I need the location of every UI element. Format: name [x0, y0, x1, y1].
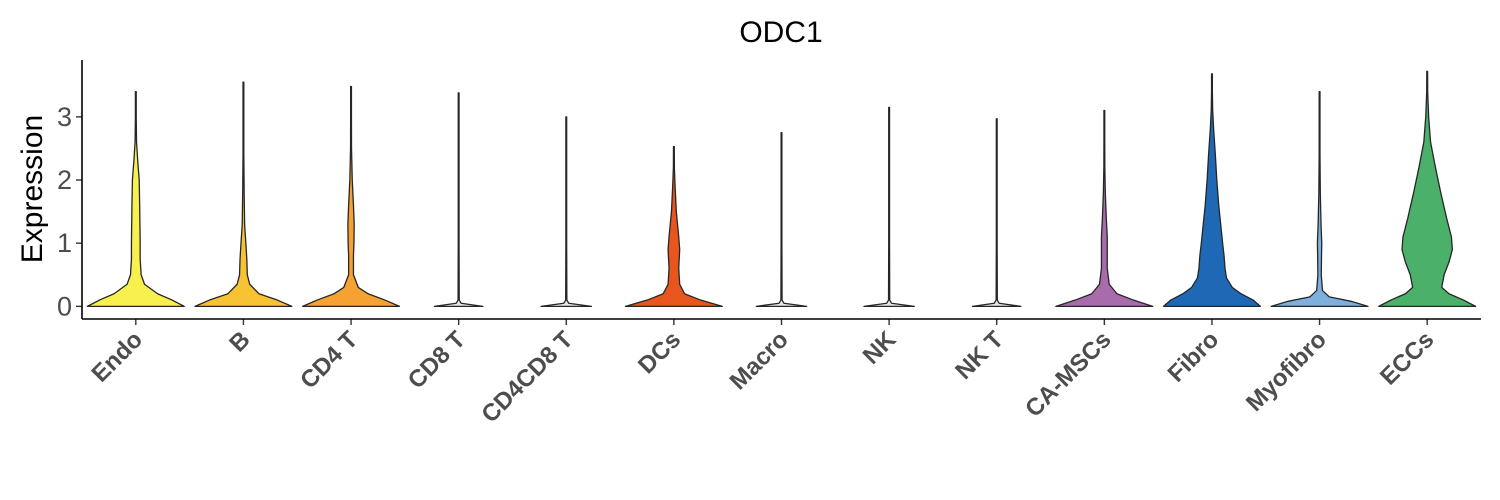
violin-dcs [624, 145, 723, 308]
violin-endo [86, 90, 185, 308]
x-tick-label-nk-t: NK T [950, 326, 1009, 385]
violin-group [86, 70, 1477, 308]
x-tick-label-nk: NK [858, 326, 902, 370]
violin-fibro [1162, 73, 1262, 308]
violin-myofibro [1270, 90, 1369, 308]
x-tick-label-dcs: DCs [633, 326, 686, 379]
y-tick-label: 3 [57, 102, 72, 132]
x-axis-ticks: Endo B CD4 T CD8 T CD4CD8 T DCs Macro NK NK T CA-… [87, 319, 1439, 428]
violin-cd8-t [433, 92, 484, 308]
x-tick-label-cd4-t: CD4 T [295, 326, 363, 394]
x-tick-label-cd8-t: CD8 T [403, 326, 471, 394]
x-tick-label-b: B [224, 326, 255, 357]
x-tick-label-macro: Macro [725, 326, 794, 395]
x-tick-label-eccs: ECCs [1375, 326, 1439, 390]
violin-macro [755, 132, 808, 308]
violin-nk-t [971, 118, 1022, 308]
x-tick-label-endo: Endo [87, 326, 149, 388]
x-tick-label-ca-mscs: CA-MSCs [1020, 326, 1116, 422]
chart-title: ODC1 [739, 16, 822, 49]
violin-nk [863, 106, 915, 308]
violin-ca-mscs [1055, 109, 1154, 308]
x-tick-label-myofibro: Myofibro [1241, 326, 1332, 417]
y-tick-label: 0 [57, 291, 72, 321]
y-axis-label: Expression [16, 115, 49, 263]
y-tick-label: 2 [57, 165, 72, 195]
violin-eccs [1378, 70, 1477, 308]
x-tick-label-fibro: Fibro [1163, 326, 1225, 388]
violin-cd4cd8-t [540, 116, 593, 308]
violin-b [194, 81, 293, 308]
x-tick-label-cd4cd8-t: CD4CD8 T [476, 326, 578, 428]
y-axis-ticks: 0 1 2 3 [57, 102, 82, 321]
y-tick-label: 1 [57, 228, 72, 258]
violin-cd4-t [301, 85, 401, 308]
